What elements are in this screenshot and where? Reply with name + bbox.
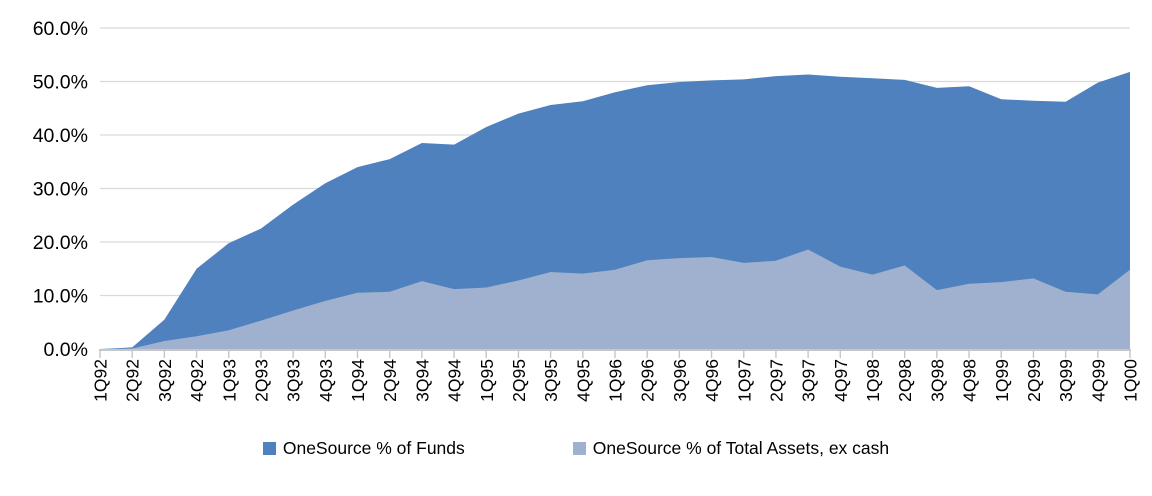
x-axis-label: 2Q95 bbox=[509, 359, 529, 402]
x-axis-label: 1Q99 bbox=[992, 359, 1012, 402]
chart-legend: OneSource % of Funds OneSource % of Tota… bbox=[0, 438, 1152, 459]
x-axis-label: 3Q99 bbox=[1056, 359, 1076, 402]
legend-swatch-assets bbox=[572, 442, 586, 455]
x-axis-label: 2Q99 bbox=[1024, 359, 1044, 402]
x-axis-label: 2Q97 bbox=[766, 359, 786, 402]
y-axis-label: 0.0% bbox=[44, 339, 88, 361]
y-axis-label: 30.0% bbox=[33, 179, 88, 201]
x-axis-label: 2Q94 bbox=[380, 359, 400, 402]
x-axis-label: 1Q92 bbox=[91, 359, 111, 402]
x-axis-label: 3Q97 bbox=[799, 359, 819, 402]
x-axis-label: 3Q93 bbox=[284, 359, 304, 402]
legend-item-assets: OneSource % of Total Assets, ex cash bbox=[572, 438, 890, 459]
x-axis-label: 4Q92 bbox=[187, 359, 207, 402]
x-axis-label: 3Q94 bbox=[412, 359, 432, 402]
y-axis-label: 20.0% bbox=[33, 232, 88, 254]
x-axis-label: 1Q00 bbox=[1121, 359, 1141, 402]
y-axis-label: 60.0% bbox=[33, 18, 88, 40]
y-axis-label: 40.0% bbox=[33, 125, 88, 147]
x-axis-label: 4Q96 bbox=[702, 359, 722, 402]
x-axis-label: 4Q94 bbox=[445, 359, 465, 402]
x-axis-label: 3Q98 bbox=[927, 359, 947, 402]
y-axis-label: 50.0% bbox=[33, 72, 88, 94]
legend-item-funds: OneSource % of Funds bbox=[262, 438, 465, 459]
x-axis-label: 3Q96 bbox=[670, 359, 690, 402]
legend-label-funds: OneSource % of Funds bbox=[282, 438, 465, 458]
legend-label-assets: OneSource % of Total Assets, ex cash bbox=[592, 438, 890, 458]
x-axis-label: 1Q98 bbox=[863, 359, 883, 402]
x-axis-label: 2Q96 bbox=[638, 359, 658, 402]
y-axis-label: 10.0% bbox=[33, 286, 88, 308]
x-axis-label: 1Q96 bbox=[606, 359, 626, 402]
x-axis-label: 1Q94 bbox=[348, 359, 368, 402]
x-axis-label: 1Q95 bbox=[477, 359, 497, 402]
x-axis-label: 2Q92 bbox=[123, 359, 143, 402]
x-axis-label: 4Q93 bbox=[316, 359, 336, 402]
x-axis-label: 3Q95 bbox=[541, 359, 561, 402]
area-series-1 bbox=[100, 249, 1130, 349]
x-axis-label: 4Q98 bbox=[960, 359, 980, 402]
x-axis-label: 4Q97 bbox=[831, 359, 851, 402]
x-axis-label: 1Q97 bbox=[734, 359, 754, 402]
x-axis-label: 2Q93 bbox=[251, 359, 271, 402]
x-axis-label: 2Q98 bbox=[895, 359, 915, 402]
x-axis-label: 4Q95 bbox=[573, 359, 593, 402]
x-axis-label: 4Q99 bbox=[1088, 359, 1108, 402]
legend-swatch-funds bbox=[262, 442, 276, 455]
x-axis-label: 3Q92 bbox=[155, 359, 175, 402]
x-axis-label: 1Q93 bbox=[219, 359, 239, 402]
